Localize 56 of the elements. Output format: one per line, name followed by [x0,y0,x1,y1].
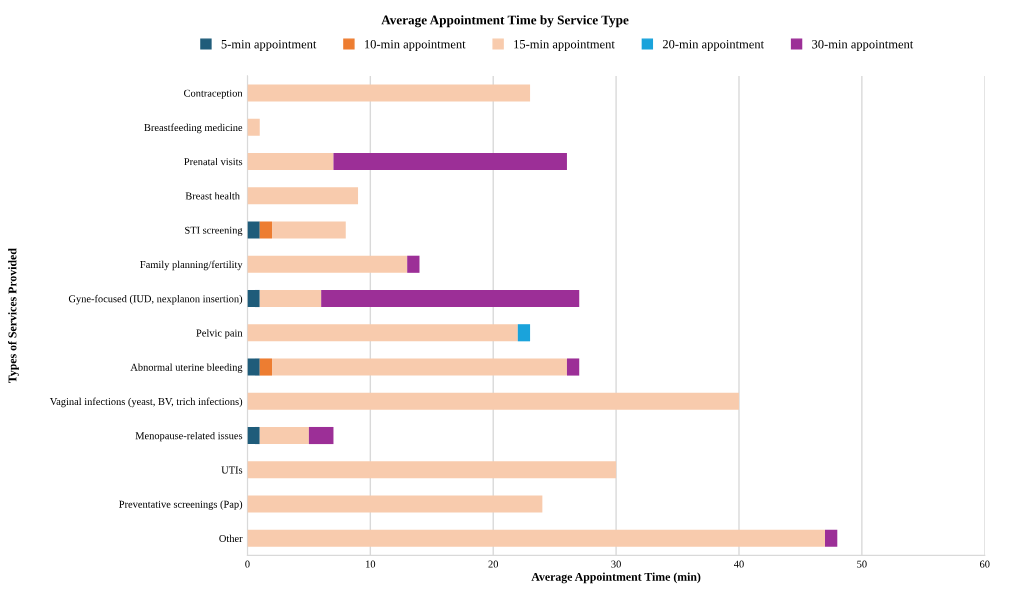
bar [321,289,580,308]
y-tick-label: Breastfeeding medicine [144,123,243,134]
bar [247,358,260,376]
bar [247,529,825,547]
legend-label: 10-min appointment [365,39,466,51]
bar [247,152,334,171]
bar [407,255,420,273]
x-tick-label: 0 [245,560,250,568]
bar [247,392,739,410]
y-tick-label: UTIs [221,466,243,474]
bar [517,324,531,342]
bar [272,221,346,239]
bar [333,152,567,171]
y-tick-label: Menopause-related issues [135,431,243,442]
x-tick-label: 40 [733,560,744,568]
x-tick-label: 50 [857,560,867,568]
y-tick-label: Gyne-focused (IUD, nexplanon insertion) [68,294,243,305]
y-tick-label: Breast health [185,192,240,200]
y-tick-label: Preventative screenings (Pap) [119,500,243,510]
bar [259,289,322,308]
x-tick-label: 20 [488,560,499,568]
y-tick-label: Contraception [184,89,243,99]
bar [247,221,260,239]
legend-label: 5-min appointment [221,40,317,51]
bar [308,426,334,445]
bar [247,255,408,273]
y-tick-label: Other [219,534,243,542]
legend-label: 30-min appointment [812,39,914,51]
bar [247,426,260,445]
x-tick-label: 60 [979,560,990,568]
x-tick-label: 10 [366,560,376,568]
bar [272,358,567,376]
y-axis-title: Types of Services Provided [8,248,19,383]
y-tick-label: STI screening [185,226,243,236]
chart-title: Average Appointment Time by Service Type [381,15,629,28]
bar [259,221,273,239]
bar [247,461,617,479]
y-tick-label: Vaginal infections (yeast, BV, trich infections) [49,397,243,408]
bar [247,324,518,342]
legend-label: 15-min appointment [514,40,615,51]
bar [247,289,260,308]
legend-label: 20-min appointment [662,39,764,51]
bar [825,529,838,547]
bar [259,358,273,376]
y-tick-label: Prenatal visits [184,157,243,166]
y-tick-label: Family planning/fertility [140,260,243,271]
x-tick-label: 30 [611,560,621,568]
y-tick-label: Abnormal uterine bleeding [130,363,243,373]
bar [247,84,531,102]
bar [259,426,309,445]
bar [247,118,260,136]
bar [566,358,580,376]
bar [247,495,543,513]
y-tick-label: Pelvic pain [196,329,243,339]
bar [247,187,359,205]
x-axis-title: Average Appointment Time (min) [531,572,701,584]
